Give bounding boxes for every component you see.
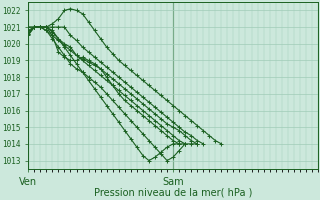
X-axis label: Pression niveau de la mer( hPa ): Pression niveau de la mer( hPa ) (94, 188, 252, 198)
